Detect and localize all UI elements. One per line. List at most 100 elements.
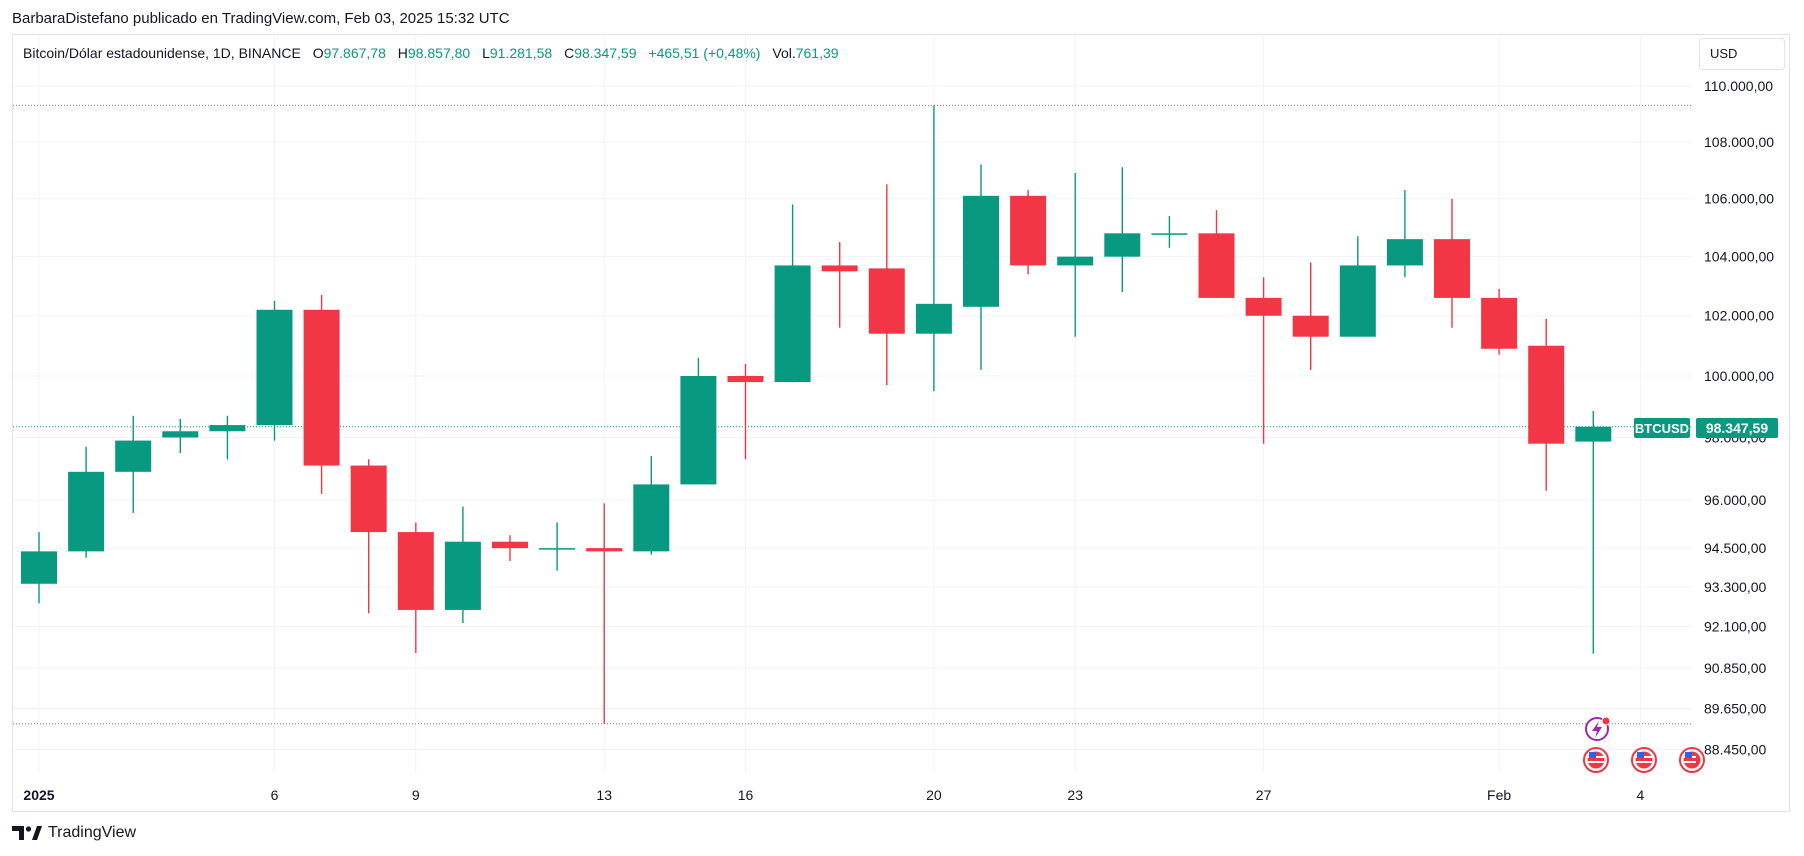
x-tick-label: 13 [596,787,612,803]
x-tick-label: 2025 [23,787,54,803]
y-tick-label: 110.000,00 [1704,78,1773,94]
y-tick-label: 94.500,00 [1704,540,1766,556]
candle[interactable] [1386,190,1423,278]
candle-body [1292,315,1329,337]
candle[interactable] [303,294,340,494]
x-tick-label: 4 [1637,787,1645,803]
candle[interactable] [209,415,246,460]
x-tick-label: 27 [1256,787,1272,803]
published-by-line: BarbaraDistefano publicado en TradingVie… [12,10,510,27]
candle[interactable] [633,456,670,555]
us-flag-event-icon[interactable] [1679,747,1705,773]
legend-volume-label: Vol. [772,45,796,61]
events[interactable] [1583,716,1705,773]
candle-body [1528,345,1565,444]
y-tick-label: 96.000,00 [1704,492,1766,508]
x-axis[interactable]: 2025 6 9 13 16 20 23 27 Feb 4 [23,787,1644,803]
candle[interactable] [868,184,905,386]
candle[interactable] [68,446,105,558]
price-tag-symbol: BTCUSD [1635,421,1689,436]
candle-body [727,376,764,383]
range-lines [13,104,1692,725]
candle-body [256,309,293,426]
candle[interactable] [963,164,999,370]
candle[interactable] [821,242,858,328]
candle[interactable] [1292,262,1329,370]
price-tag-value-bg [1696,418,1778,438]
candles[interactable] [21,105,1612,724]
candle-body [1057,256,1094,266]
currency-selector[interactable]: USD [1699,38,1785,70]
legend-volume-value: 761,39 [795,45,839,61]
candle-body [68,471,105,552]
legend-high-value: 98.857,80 [407,45,471,61]
legend-close-value: 98.347,59 [574,45,637,61]
x-tick-label: 9 [412,787,420,803]
candle[interactable] [915,105,952,392]
y-tick-label: 92.100,00 [1704,618,1766,634]
candle[interactable] [774,204,811,383]
candle[interactable] [1198,210,1235,298]
x-tick-label: 20 [926,787,942,803]
candle-body [963,195,999,307]
candle[interactable] [539,522,576,571]
candle[interactable] [1575,410,1612,654]
candle-body [115,440,152,472]
candle[interactable] [1528,318,1565,491]
y-tick-label: 108.000,00 [1704,134,1774,150]
last-price-tag: BTCUSD 98.347,59 [1634,418,1778,438]
candle[interactable] [727,363,764,460]
candle-body [350,465,387,533]
candle-body [1434,239,1470,298]
y-axis[interactable]: 110.000,00 108.000,00 106.000,00 104.000,00… [1704,78,1774,757]
candle[interactable] [586,503,623,724]
candle[interactable] [1481,289,1518,355]
legend-low-label: L [482,45,490,61]
us-flag-event-icon[interactable] [1631,747,1657,773]
candle-body [539,548,576,550]
candle[interactable] [1104,167,1141,292]
y-tick-label: 93.300,00 [1704,579,1766,595]
candle[interactable] [21,532,57,604]
legend-symbol: Bitcoin/Dólar estadounidense, 1D, BINANC… [23,45,301,61]
candle[interactable] [1245,277,1282,444]
candle-body [633,484,670,552]
y-tick-label: 102.000,00 [1704,308,1774,324]
candle-body [586,548,623,552]
candle[interactable] [1151,215,1188,248]
candle[interactable] [397,522,434,653]
candle-body [162,431,199,438]
legend-high-label: H [397,45,408,61]
legend-open-value: 97.867,78 [323,45,386,61]
candle[interactable] [492,535,528,562]
candle[interactable] [115,415,152,513]
candle-body [1104,233,1141,257]
price-tag-symbol-bg [1634,418,1690,438]
lightning-event-icon[interactable] [1585,716,1611,741]
candle[interactable] [1339,236,1376,337]
candle-body [1575,426,1612,442]
candle[interactable] [1010,190,1047,275]
candle-body [303,309,340,466]
legend-close-label: C [564,45,575,61]
y-tick-label: 100.000,00 [1704,368,1774,384]
candle-body [492,541,528,549]
candle-body [774,265,811,383]
candle-body [397,532,434,610]
us-flag-event-icon[interactable] [1583,747,1609,773]
candle[interactable] [680,357,717,485]
candle[interactable] [1434,198,1470,328]
candle[interactable] [350,459,387,614]
candle[interactable] [1057,172,1094,337]
candle-body [1339,265,1376,337]
candle-body [1010,195,1047,266]
candle-body [209,425,246,432]
ohlc-legend: Bitcoin/Dólar estadounidense, 1D, BINANC… [23,45,839,61]
candle[interactable] [444,506,481,624]
tradingview-logo[interactable]: TradingView [12,824,136,842]
candle[interactable] [256,300,293,441]
candle[interactable] [162,418,199,454]
x-tick-label: Feb [1487,787,1511,803]
candle-body [821,265,858,272]
